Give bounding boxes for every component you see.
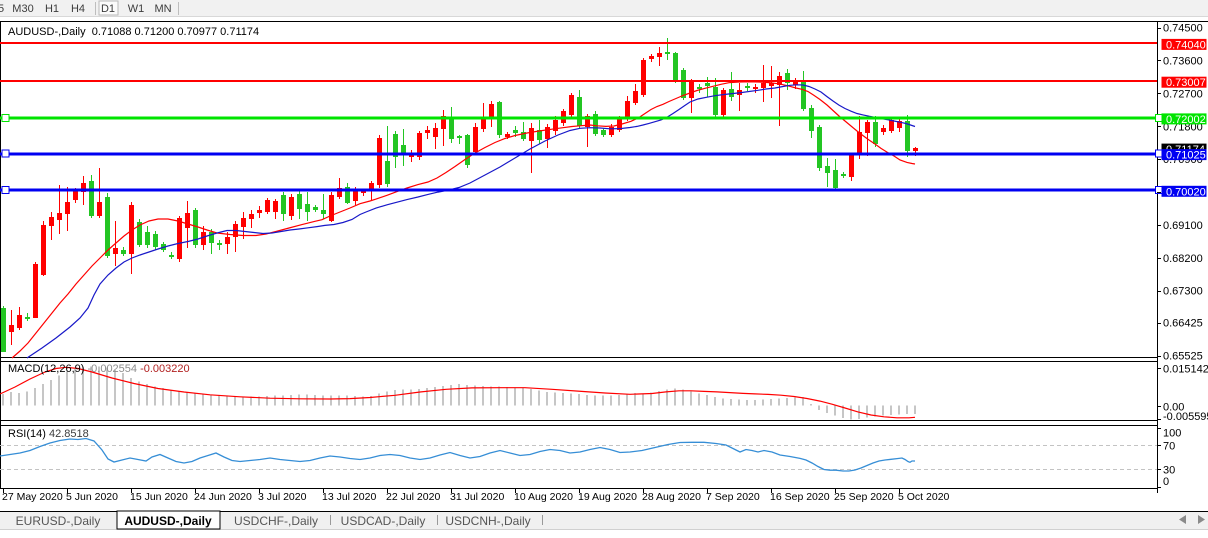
svg-text:0.72002: 0.72002 xyxy=(1166,114,1206,126)
svg-text:19 Aug 2020: 19 Aug 2020 xyxy=(578,491,637,503)
svg-text:0.71025: 0.71025 xyxy=(1166,150,1206,162)
svg-text:31 Jul 2020: 31 Jul 2020 xyxy=(450,491,504,503)
svg-text:0.73007: 0.73007 xyxy=(1166,77,1206,89)
svg-text:W1: W1 xyxy=(128,3,145,15)
svg-text:13 Jul 2020: 13 Jul 2020 xyxy=(322,491,376,503)
svg-text:7 Sep 2020: 7 Sep 2020 xyxy=(706,491,760,503)
svg-text:70: 70 xyxy=(1163,440,1175,452)
svg-text:USDCNH-,Daily: USDCNH-,Daily xyxy=(445,514,530,528)
svg-text:27 May 2020: 27 May 2020 xyxy=(2,491,63,503)
svg-text:0.73600: 0.73600 xyxy=(1163,56,1203,68)
svg-text:0.74500: 0.74500 xyxy=(1163,23,1203,35)
svg-text:5: 5 xyxy=(0,3,4,15)
svg-text:0.72700: 0.72700 xyxy=(1163,88,1203,100)
svg-text:0.67300: 0.67300 xyxy=(1163,286,1203,298)
svg-text:3 Jul 2020: 3 Jul 2020 xyxy=(258,491,307,503)
svg-text:0.74040: 0.74040 xyxy=(1166,39,1206,51)
svg-text:10 Aug 2020: 10 Aug 2020 xyxy=(514,491,573,503)
svg-text:5 Oct 2020: 5 Oct 2020 xyxy=(898,491,950,503)
svg-text:0.69100: 0.69100 xyxy=(1163,220,1203,232)
svg-text:0.00: 0.00 xyxy=(1163,402,1184,414)
svg-text:0.68200: 0.68200 xyxy=(1163,253,1203,265)
svg-text:0.015142: 0.015142 xyxy=(1163,364,1208,376)
svg-text:D1: D1 xyxy=(101,3,115,15)
svg-text:22 Jul 2020: 22 Jul 2020 xyxy=(386,491,440,503)
svg-text:H4: H4 xyxy=(71,3,85,15)
svg-text:0.70020: 0.70020 xyxy=(1166,186,1206,198)
svg-text:100: 100 xyxy=(1163,428,1181,440)
svg-text:30: 30 xyxy=(1163,464,1175,476)
svg-text:-0.005595: -0.005595 xyxy=(1163,411,1208,423)
svg-text:25 Sep 2020: 25 Sep 2020 xyxy=(834,491,894,503)
svg-text:15 Jun 2020: 15 Jun 2020 xyxy=(130,491,188,503)
svg-text:0.65525: 0.65525 xyxy=(1163,351,1203,363)
svg-text:H1: H1 xyxy=(45,3,59,15)
svg-text:5 Jun 2020: 5 Jun 2020 xyxy=(66,491,118,503)
svg-text:USDCAD-,Daily: USDCAD-,Daily xyxy=(341,514,426,528)
svg-text:MN: MN xyxy=(154,3,171,15)
svg-text:24 Jun 2020: 24 Jun 2020 xyxy=(194,491,252,503)
svg-text:AUDUSD-,Daily: AUDUSD-,Daily xyxy=(124,514,212,528)
svg-text:EURUSD-,Daily: EURUSD-,Daily xyxy=(16,514,101,528)
svg-text:M30: M30 xyxy=(12,3,33,15)
svg-text:RSI(14) 42.8518: RSI(14) 42.8518 xyxy=(8,428,89,440)
svg-text:USDCHF-,Daily: USDCHF-,Daily xyxy=(234,514,318,528)
svg-text:MACD(12,26,9) -0.002554 -0.003: MACD(12,26,9) -0.002554 -0.003220 xyxy=(8,363,190,375)
svg-text:28 Aug 2020: 28 Aug 2020 xyxy=(642,491,701,503)
svg-text:0.66425: 0.66425 xyxy=(1163,318,1203,330)
svg-text:16 Sep 2020: 16 Sep 2020 xyxy=(770,491,830,503)
svg-text:AUDUSD-,Daily 0.71088 0.71200: AUDUSD-,Daily 0.71088 0.71200 0.70977 0.… xyxy=(8,26,259,38)
svg-text:0: 0 xyxy=(1163,476,1169,488)
